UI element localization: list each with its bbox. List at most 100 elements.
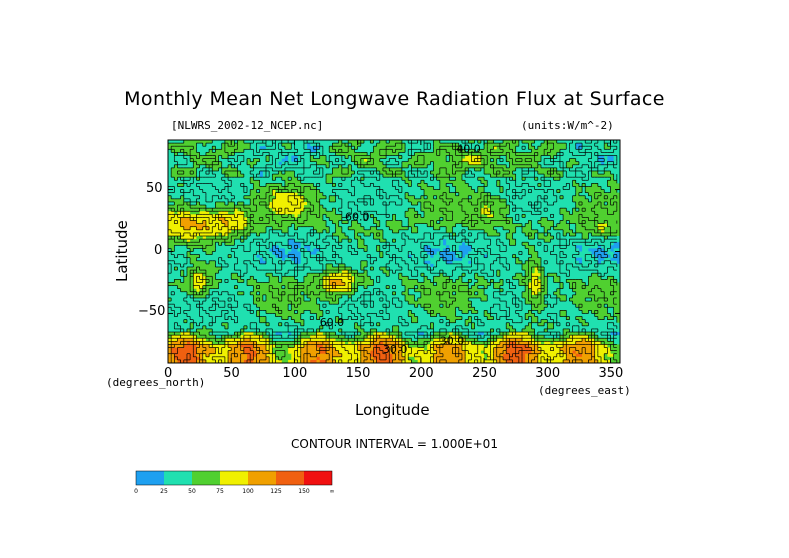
field-cell [465,174,469,178]
field-cell [616,161,620,166]
field-cell [566,140,571,144]
field-cell [307,152,311,157]
field-cell [240,174,245,178]
field-cell [556,146,561,150]
field-cell [455,177,460,181]
field-cell [503,177,507,181]
field-cell [389,143,394,147]
field-cell [496,149,501,153]
field-cell [259,164,264,169]
field-cell [604,167,608,172]
field-cell [259,161,264,166]
field-cell [414,140,419,144]
field-cell [566,177,571,181]
field-cell [569,161,574,166]
field-cell [550,155,555,160]
field-cell [171,180,175,184]
field-cell [297,152,302,157]
field-cell [544,174,548,178]
field-cell [537,146,542,150]
field-cell [367,161,371,166]
field-cell [503,155,507,160]
field-cell [265,170,270,175]
field-cell [168,146,172,150]
field-cell [506,180,510,184]
field-cell [477,149,482,153]
field-cell [601,149,605,153]
field-cell [392,177,397,181]
field-cell [196,161,201,166]
field-cell [597,167,602,172]
field-cell [493,177,498,181]
field-cell [177,170,182,175]
field-cell [247,155,251,160]
field-cell [231,167,235,172]
field-cell [183,167,188,172]
field-cell [319,161,324,166]
field-cell [420,149,425,153]
field-cell [569,146,574,150]
field-cell [269,170,273,175]
field-cell [345,155,349,160]
field-cell [484,167,488,172]
field-cell [566,143,571,147]
field-cell [591,149,596,153]
field-cell [278,149,283,153]
field-cell [398,167,403,172]
field-cell [408,146,412,150]
field-cell [357,164,362,169]
field-cell [351,164,356,169]
field-cell [373,174,378,178]
field-cell [278,167,283,172]
field-cell [354,164,359,169]
field-cell [237,183,242,188]
field-cell [449,146,454,150]
field-cell [224,177,229,181]
field-cell [284,183,289,188]
field-cell [231,183,235,188]
field-cell [433,149,438,153]
field-cell [610,167,615,172]
field-cell [174,161,179,166]
field-cell [240,161,245,166]
field-cell [180,167,185,172]
field-cell [171,152,175,157]
field-cell [215,180,220,184]
field-cell [221,155,226,160]
field-cell [417,167,422,172]
field-cell [499,164,504,169]
field-cell [610,161,615,166]
field-cell [484,177,488,181]
field-cell [357,174,362,178]
field-cell [228,143,232,147]
field-cell [601,155,605,160]
field-cell [209,174,213,178]
field-cell [348,180,352,184]
field-cell [534,155,539,160]
field-cell [288,149,292,153]
field-cell [556,180,561,184]
field-cell [433,158,438,163]
field-cell [335,167,340,172]
field-cell [221,170,226,175]
field-cell [550,170,555,175]
field-cell [401,146,406,150]
field-cell [528,161,533,166]
field-cell [237,174,242,178]
field-cell [405,140,409,144]
field-cell [417,152,422,157]
field-cell [575,158,580,163]
field-cell [228,174,232,178]
field-cell [575,155,580,160]
field-cell [411,161,416,166]
field-cell [228,158,232,163]
field-cell [221,143,226,147]
file-label: [NLWRS_2002-12_NCEP.nc] [171,119,324,132]
field-cell [531,164,536,169]
field-cell [401,158,406,163]
field-cell [401,149,406,153]
field-cell [341,152,346,157]
field-cell [345,170,349,175]
field-cell [335,164,340,169]
field-cell [493,170,498,175]
